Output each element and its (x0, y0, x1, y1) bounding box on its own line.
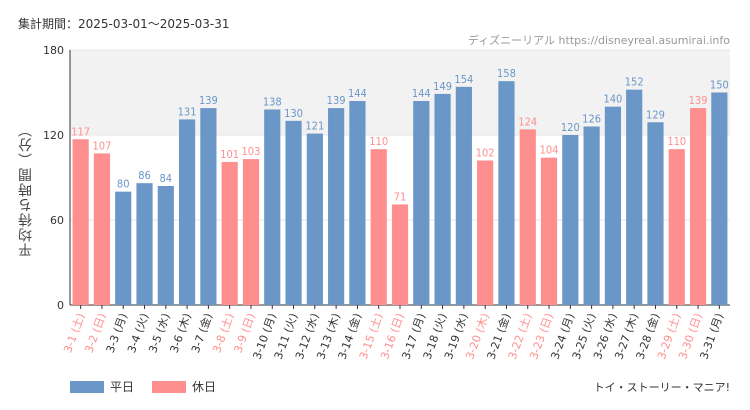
site-url: https://disneyreal.asumirai.info (558, 34, 730, 47)
bar (349, 101, 366, 305)
site-name: ディズニーリアル (467, 34, 556, 47)
bar (264, 109, 281, 305)
data-label: 139 (327, 94, 346, 107)
period-prefix: 集計期間： (18, 17, 79, 31)
attraction-name: トイ・ストーリー・マニア! (593, 381, 730, 394)
data-label: 103 (242, 145, 261, 158)
bar (391, 204, 409, 305)
legend: 平日 休日 (70, 378, 216, 395)
legend-item-holiday[interactable]: 休日 (152, 378, 216, 395)
data-label: 131 (178, 105, 197, 118)
data-label: 158 (497, 67, 516, 80)
data-label: 110 (667, 135, 686, 148)
data-label: 124 (518, 115, 537, 128)
y-tick-label: 60 (50, 214, 64, 227)
data-label: 144 (348, 87, 367, 100)
bar (136, 183, 153, 305)
bar (72, 139, 89, 305)
data-label: 80 (117, 178, 130, 191)
legend-label-weekday: 平日 (110, 380, 135, 394)
bar (711, 92, 728, 305)
data-label: 107 (92, 139, 111, 152)
bar (626, 89, 643, 306)
bar (455, 86, 472, 305)
bar (477, 160, 494, 305)
bar (221, 161, 238, 305)
bar (540, 157, 558, 305)
data-label: 101 (220, 148, 239, 161)
legend-label-holiday: 休日 (192, 380, 217, 394)
data-label: 71 (394, 190, 407, 203)
legend-item-weekday[interactable]: 平日 (70, 378, 134, 395)
period-label: 集計期間：2025-03-01〜2025-03-31 (18, 15, 230, 32)
bar (200, 108, 217, 305)
bar (328, 108, 345, 305)
data-label: 150 (710, 79, 729, 92)
bar (370, 149, 387, 305)
data-label: 102 (476, 147, 495, 160)
site-credit: ディズニーリアル https://disneyreal.asumirai.inf… (468, 32, 730, 48)
bar (647, 122, 664, 305)
y-tick-label: 120 (43, 129, 64, 142)
data-label: 140 (603, 93, 622, 106)
data-label: 121 (305, 120, 324, 133)
bar (604, 106, 621, 306)
bar (93, 153, 111, 305)
data-label: 152 (625, 76, 644, 89)
bar (306, 133, 323, 305)
bar (498, 81, 515, 306)
bar (413, 101, 430, 305)
legend-swatch-weekday (70, 380, 104, 393)
bar (434, 93, 451, 306)
data-label: 84 (160, 172, 173, 185)
y-tick-label: 0 (57, 299, 64, 312)
legend-swatch-holiday (152, 380, 187, 393)
data-label: 130 (284, 107, 303, 120)
bar (115, 191, 132, 305)
y-tick-label: 180 (43, 44, 64, 57)
bar (179, 119, 196, 306)
data-label: 120 (561, 121, 580, 134)
data-label: 86 (138, 169, 151, 182)
data-label: 117 (71, 125, 90, 138)
bar (668, 149, 685, 305)
bar (157, 186, 174, 305)
bar (583, 126, 600, 305)
bar (519, 129, 536, 305)
bar (562, 135, 579, 305)
data-label: 104 (540, 144, 559, 157)
data-label: 129 (646, 108, 665, 121)
bar (689, 108, 707, 305)
data-label: 139 (689, 94, 708, 107)
data-label: 144 (412, 87, 431, 100)
period-range: 2025-03-01〜2025-03-31 (78, 17, 230, 31)
data-label: 138 (263, 96, 282, 109)
data-label: 126 (582, 113, 601, 126)
bar (285, 120, 302, 305)
data-label: 149 (433, 80, 452, 93)
data-label: 110 (369, 135, 388, 148)
data-label: 139 (199, 94, 218, 107)
bar (242, 159, 260, 305)
data-label: 154 (454, 73, 473, 86)
